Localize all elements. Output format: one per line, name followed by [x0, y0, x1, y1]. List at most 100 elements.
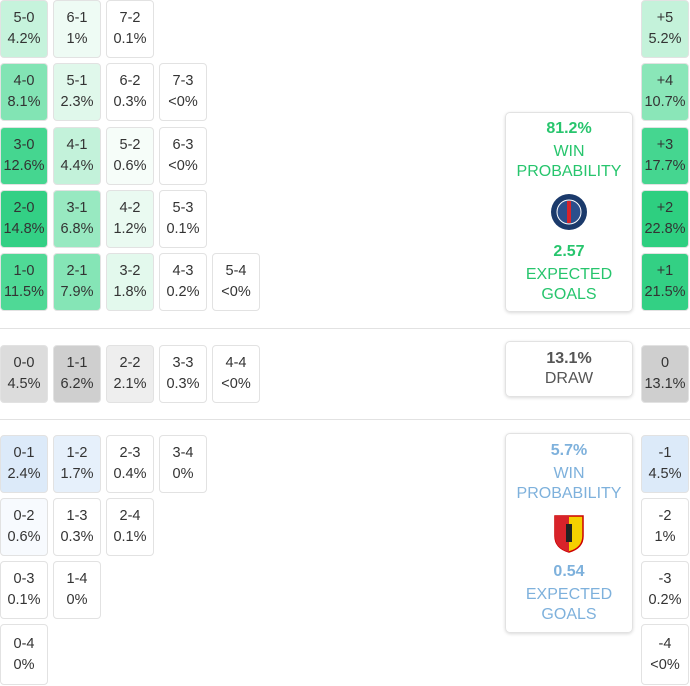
cell-label: 1-0	[13, 263, 35, 279]
cell-label: 0	[660, 355, 670, 371]
score-cell: 1-2 1.7%	[53, 435, 101, 493]
cell-label: 0-3	[13, 571, 35, 587]
draw-card: 13.1% DRAW	[505, 341, 633, 397]
cell-prob: 2.3%	[60, 94, 94, 110]
cell-prob: 0.2%	[166, 284, 200, 300]
score-cell: 2-4 0.1%	[106, 498, 154, 556]
cell-prob: 22.8%	[644, 221, 686, 237]
cell-prob: 11.5%	[3, 284, 45, 300]
score-cell: +5 5.2%	[641, 0, 689, 58]
cell-prob: 0.1%	[113, 529, 147, 545]
cell-prob: 1%	[66, 31, 88, 47]
win-label: WIN PROBABILITY	[516, 465, 622, 502]
win-pct: 81.2%	[546, 120, 592, 137]
cell-prob: <0%	[221, 284, 251, 300]
score-cell: 0-0 4.5%	[0, 345, 48, 403]
score-cell: 0-1 2.4%	[0, 435, 48, 493]
cell-prob: 0.2%	[648, 592, 682, 608]
draw-pct: 13.1%	[546, 350, 592, 367]
score-cell: -4 <0%	[641, 624, 689, 685]
score-cell: 2-0 14.8%	[0, 190, 48, 248]
score-cell: 3-1 6.8%	[53, 190, 101, 248]
cell-prob: 0.4%	[113, 466, 147, 482]
cell-label: -3	[658, 571, 672, 587]
score-cell: 0 13.1%	[641, 345, 689, 403]
score-cell: 4-1 4.4%	[53, 127, 101, 185]
cell-prob: 0.3%	[113, 94, 147, 110]
xg-label: EXPECTED GOALS	[525, 586, 613, 623]
cell-label: 6-2	[119, 73, 141, 89]
cell-prob: 1.7%	[60, 466, 94, 482]
cell-prob: 0%	[172, 466, 194, 482]
cell-prob: 0%	[66, 592, 88, 608]
cell-label: -4	[658, 635, 672, 652]
cell-prob: 2.1%	[113, 376, 147, 392]
cell-prob: 13.1%	[644, 376, 686, 392]
cell-prob: 6.8%	[60, 221, 94, 237]
cell-label: 7-3	[172, 73, 194, 89]
score-cell: 6-3 <0%	[159, 127, 207, 185]
cell-label: 0-4	[13, 635, 35, 652]
cell-label: 5-4	[225, 263, 247, 279]
cell-label: 1-4	[66, 571, 88, 587]
score-cell: 3-2 1.8%	[106, 253, 154, 311]
cell-prob: <0%	[168, 94, 198, 110]
home-logo	[551, 194, 587, 230]
score-cell: 2-3 0.4%	[106, 435, 154, 493]
cell-prob: 1.8%	[113, 284, 147, 300]
cell-prob: 6.2%	[60, 376, 94, 392]
score-cell: 5-4 <0%	[212, 253, 260, 311]
cell-label: 3-4	[172, 445, 194, 461]
away-logo	[554, 515, 584, 553]
cell-label: 0-2	[13, 508, 35, 524]
xg: 2.57	[553, 243, 585, 260]
cell-prob: 0.1%	[113, 31, 147, 47]
cell-prob: 1%	[654, 529, 676, 545]
score-cell: +4 10.7%	[641, 63, 689, 121]
cell-label: 2-2	[119, 355, 141, 371]
score-cell: 2-2 2.1%	[106, 345, 154, 403]
cell-label: 3-3	[172, 355, 194, 371]
score-cell: 7-3 <0%	[159, 63, 207, 121]
score-cell: -2 1%	[641, 498, 689, 556]
score-cell: 2-1 7.9%	[53, 253, 101, 311]
cell-prob: 0.1%	[166, 221, 200, 237]
score-cell: +2 22.8%	[641, 190, 689, 248]
cell-label: 2-0	[13, 200, 35, 216]
cell-prob: 7.9%	[60, 284, 94, 300]
cell-prob: 0.1%	[7, 592, 41, 608]
score-cell: 5-1 2.3%	[53, 63, 101, 121]
cell-prob: 4.5%	[648, 466, 682, 482]
cell-label: 5-0	[13, 10, 35, 26]
separator	[0, 419, 690, 420]
score-cell: 1-0 11.5%	[0, 253, 48, 311]
score-cell: +1 21.5%	[641, 253, 689, 311]
cell-prob: 0.6%	[7, 529, 41, 545]
score-cell: 5-0 4.2%	[0, 0, 48, 58]
cell-prob: <0%	[221, 376, 251, 392]
cell-label: 7-2	[119, 10, 141, 26]
cell-prob: 0.3%	[60, 529, 94, 545]
cell-prob: 0%	[13, 656, 35, 673]
cell-label: 6-1	[66, 10, 88, 26]
cell-prob: 4.5%	[7, 376, 41, 392]
score-cell: 6-1 1%	[53, 0, 101, 58]
separator	[0, 328, 690, 329]
cell-label: 0-1	[13, 445, 35, 461]
cell-prob: <0%	[650, 656, 680, 673]
cell-label: 4-2	[119, 200, 141, 216]
cell-label: 5-3	[172, 200, 194, 216]
cell-prob: 14.8%	[3, 221, 45, 237]
cell-prob: 1.2%	[113, 221, 147, 237]
score-cell: 5-2 0.6%	[106, 127, 154, 185]
cell-prob: 10.7%	[644, 94, 686, 110]
cell-prob: 2.4%	[7, 466, 41, 482]
cell-label: -1	[658, 445, 672, 461]
score-cell: 3-4 0%	[159, 435, 207, 493]
cell-prob: 5.2%	[648, 31, 682, 47]
score-cell: 0-4 0%	[0, 624, 48, 685]
score-cell: 5-3 0.1%	[159, 190, 207, 248]
cell-label: 2-3	[119, 445, 141, 461]
cell-label: 4-3	[172, 263, 194, 279]
cell-prob: 21.5%	[644, 284, 686, 300]
